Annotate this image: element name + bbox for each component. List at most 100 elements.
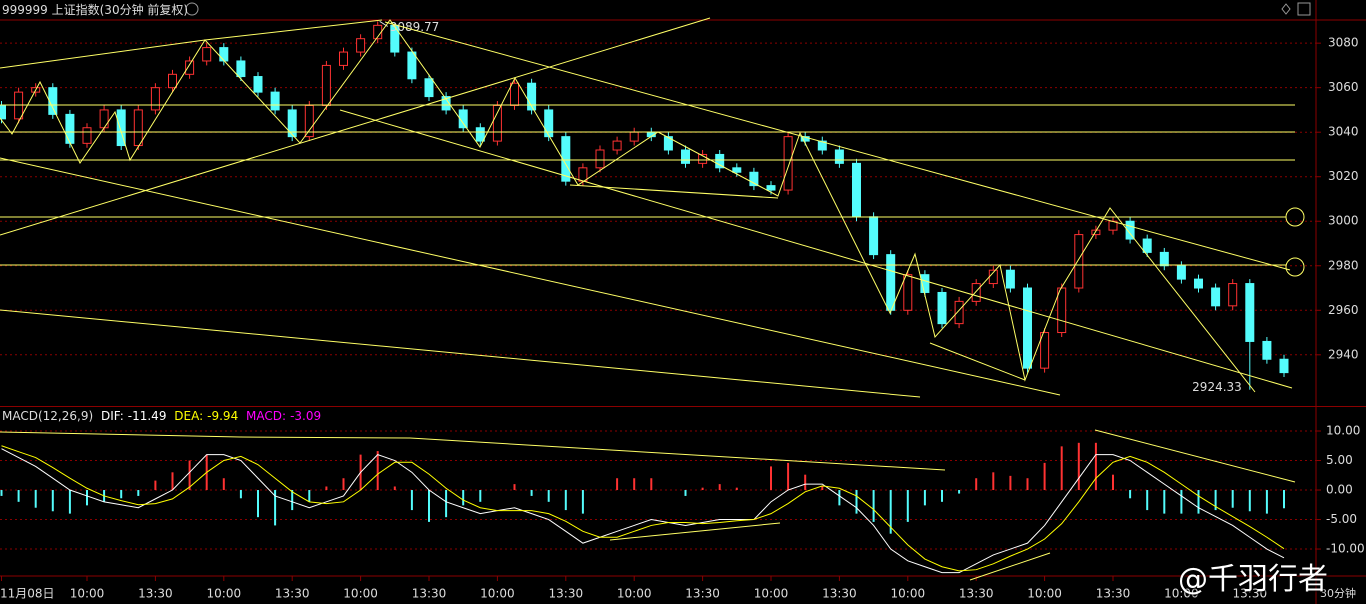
candle-body (698, 153, 708, 164)
candle-body (578, 167, 588, 182)
candle-body (356, 38, 366, 53)
candle-body (1176, 265, 1186, 280)
candle-body (253, 76, 263, 93)
dea-line (1, 445, 1285, 572)
candle-body (1057, 287, 1067, 334)
x-tick-label: 13:30 (685, 587, 720, 601)
candle-body (202, 47, 212, 62)
y-tick-label: 2960 (1328, 303, 1359, 317)
y-tick-label: 2980 (1328, 258, 1359, 272)
y-tick-label: 3020 (1328, 169, 1359, 183)
candle-body (595, 149, 605, 169)
candle-body (407, 51, 417, 80)
x-tick-label: 11月08日 (0, 587, 55, 601)
x-tick-label: 10:00 (617, 587, 652, 601)
dea-value: -9.94 (207, 409, 239, 423)
candle-body (150, 87, 160, 111)
y-tick-label: 2940 (1328, 347, 1359, 361)
x-tick-label: 13:30 (822, 587, 857, 601)
candle-body (441, 96, 451, 111)
candle-body (783, 136, 793, 191)
x-tick-label: 13:30 (549, 587, 584, 601)
candle-body (492, 104, 502, 142)
candle-body (287, 109, 297, 138)
candle-body (339, 51, 348, 66)
candle-body (1245, 283, 1255, 342)
y-tick-label: 10.00 (1326, 424, 1360, 438)
candle-body (1211, 287, 1221, 307)
x-tick-label: 10:00 (891, 587, 926, 601)
candle-body (1279, 358, 1289, 374)
candle-body (321, 64, 331, 106)
candle-body (1125, 220, 1135, 240)
candle-body (236, 60, 246, 78)
candle-body (48, 87, 58, 115)
y-tick-label: 3000 (1328, 214, 1359, 228)
macd-value: -3.09 (290, 409, 322, 423)
y-tick-label: 5.00 (1326, 453, 1353, 467)
candle-body (852, 162, 861, 218)
candle-body (766, 185, 776, 191)
candle-body (749, 171, 759, 187)
candle-body (1023, 287, 1032, 369)
x-tick-label: 10:00 (343, 587, 378, 601)
x-tick-label: 13:30 (959, 587, 994, 601)
candle-body (937, 291, 947, 325)
candle-body (99, 109, 109, 129)
x-tick-label: 13:30 (275, 587, 310, 601)
trend-lines (0, 17, 1305, 581)
candle-body (561, 136, 571, 182)
candle-body (1228, 283, 1238, 307)
candle-body (903, 274, 913, 311)
candle-body (116, 109, 126, 147)
candle-body (424, 78, 434, 98)
candle-body (185, 60, 195, 75)
period-label: 30分钟 (1320, 586, 1356, 600)
candle-body (1091, 229, 1101, 236)
candle-body (168, 73, 177, 89)
y-tick-label: -10.00 (1326, 542, 1365, 556)
y-tick-label: -5.00 (1326, 512, 1357, 526)
y-tick-label: 3060 (1328, 80, 1359, 94)
x-tick-label: 10:00 (207, 587, 242, 601)
chart-title: 999999 上证指数(30分钟 前复权) (2, 3, 189, 17)
dea-label: DEA: (174, 409, 204, 423)
x-tick-label: 13:30 (1233, 587, 1268, 601)
candle-body (1262, 340, 1272, 360)
candle-body (1074, 234, 1084, 289)
macd-title: MACD(12,26,9) (2, 409, 94, 423)
x-tick-label: 10:00 (70, 587, 105, 601)
candle-body (817, 140, 827, 151)
low-label: 2924.33 (1192, 380, 1242, 394)
dif-line (1, 448, 1285, 574)
candle-body (681, 149, 690, 164)
candle-body (1159, 251, 1169, 267)
candle-body (715, 153, 725, 169)
candle-body (954, 300, 964, 325)
candle-body (1194, 278, 1203, 289)
macd-label: MACD: (246, 409, 287, 423)
candle-body (458, 109, 468, 129)
x-tick-label: 13:30 (1096, 587, 1131, 601)
macd-header: MACD(12,26,9) DIF: -11.49 DEA: -9.94 MACD:… (2, 407, 325, 425)
candle-body (270, 91, 280, 111)
dif-value: -11.49 (127, 409, 167, 423)
y-tick-label: 0.00 (1326, 483, 1353, 497)
x-tick-label: 10:00 (754, 587, 789, 601)
candle-body (971, 283, 981, 302)
candle-body (869, 216, 879, 256)
candle-body (527, 82, 537, 111)
candle-body (1005, 269, 1015, 289)
candle-body (1040, 332, 1050, 369)
candle-body (886, 254, 896, 311)
high-label: 3089.77 (390, 20, 440, 34)
watermark: @千羽行者 (1178, 562, 1328, 597)
x-tick-label: 10:00 (480, 587, 515, 601)
y-tick-label: 3080 (1328, 36, 1359, 50)
candle-body (82, 127, 92, 144)
x-tick-label: 10:00 (1164, 587, 1199, 601)
candle-body (65, 113, 75, 144)
candle-body (0, 104, 6, 120)
